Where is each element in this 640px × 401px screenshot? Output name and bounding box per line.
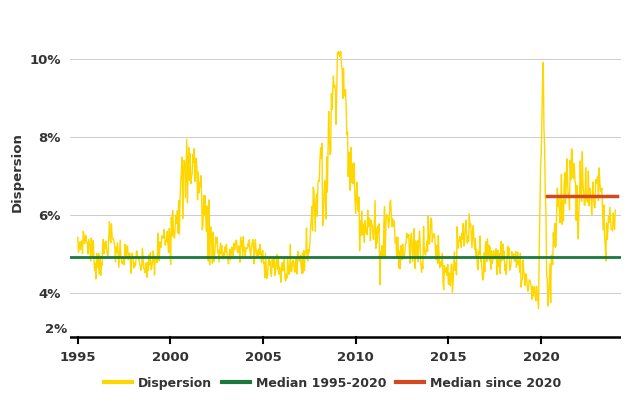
Text: 2%: 2% <box>45 323 68 336</box>
Text: 2000: 2000 <box>152 351 189 364</box>
Text: 2020: 2020 <box>523 351 559 364</box>
Y-axis label: Dispersion: Dispersion <box>11 132 24 213</box>
Text: 2015: 2015 <box>430 351 467 364</box>
Legend: Dispersion, Median 1995-2020, Median since 2020: Dispersion, Median 1995-2020, Median sin… <box>99 372 566 395</box>
Text: 2005: 2005 <box>244 351 282 364</box>
Text: 2010: 2010 <box>337 351 374 364</box>
Text: 1995: 1995 <box>60 351 96 364</box>
